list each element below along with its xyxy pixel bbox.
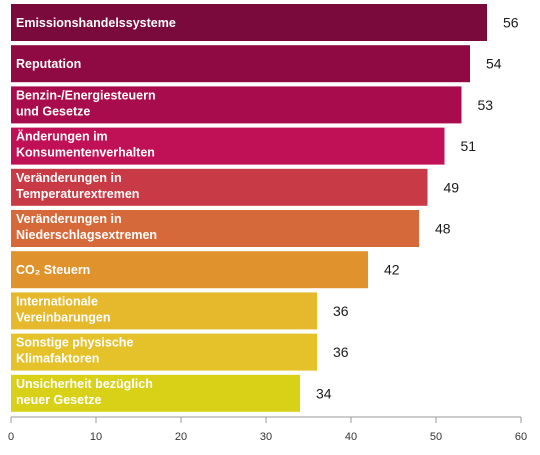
bar-category-label: Veränderungen in Niederschlagsextremen — [16, 212, 157, 242]
x-tick-label: 50 — [430, 431, 442, 443]
bar-category-label: Unsicherheit bezüglich neuer Gesetze — [16, 377, 153, 407]
x-tick-label: 20 — [175, 431, 187, 443]
bar-value-label: 53 — [478, 97, 494, 113]
bar — [11, 292, 317, 330]
bar-value-label: 56 — [503, 15, 519, 31]
x-tick-label: 60 — [515, 431, 527, 443]
bar-category-label: Emissionshandelssysteme — [16, 16, 176, 30]
bar — [11, 251, 368, 289]
bar — [11, 333, 317, 371]
x-tick-label: 40 — [345, 431, 357, 443]
bar-category-label: Sonstige physische Klimafaktoren — [16, 336, 133, 366]
bar — [11, 86, 462, 124]
bar-category-label: Internationale Vereinbarungen — [16, 294, 110, 324]
bar-category-label: Veränderungen in Temperaturextremen — [16, 171, 139, 201]
bar — [11, 374, 300, 412]
bar — [11, 210, 419, 247]
bar-value-label: 34 — [316, 385, 332, 401]
bar — [11, 168, 428, 206]
x-tick-label: 10 — [90, 431, 102, 443]
x-tick-label: 0 — [8, 431, 14, 443]
bar-value-label: 48 — [435, 221, 451, 237]
bar — [11, 127, 445, 165]
bar-value-label: 36 — [333, 344, 349, 360]
bar-category-label: CO₂ Steuern — [16, 263, 90, 277]
bar-value-label: 54 — [486, 56, 502, 72]
x-axis: 0 10 20 30 40 50 60 — [8, 416, 527, 443]
x-tick-label: 30 — [260, 431, 272, 443]
bar-value-label: 36 — [333, 303, 349, 319]
bar-value-label: 51 — [461, 138, 477, 154]
bar-category-label: Benzin-/Energiesteuern und Gesetze — [16, 88, 156, 118]
bar-category-label: Änderungen im Konsumentenverhalten — [16, 129, 155, 160]
bar — [11, 45, 470, 83]
bars-group: Emissionshandelssysteme 56 Reputation 54 Ben… — [11, 4, 519, 412]
bar — [11, 4, 487, 41]
bar-value-label: 42 — [384, 262, 400, 278]
bar-value-label: 49 — [444, 179, 460, 195]
bar-category-label: Reputation — [16, 57, 81, 71]
